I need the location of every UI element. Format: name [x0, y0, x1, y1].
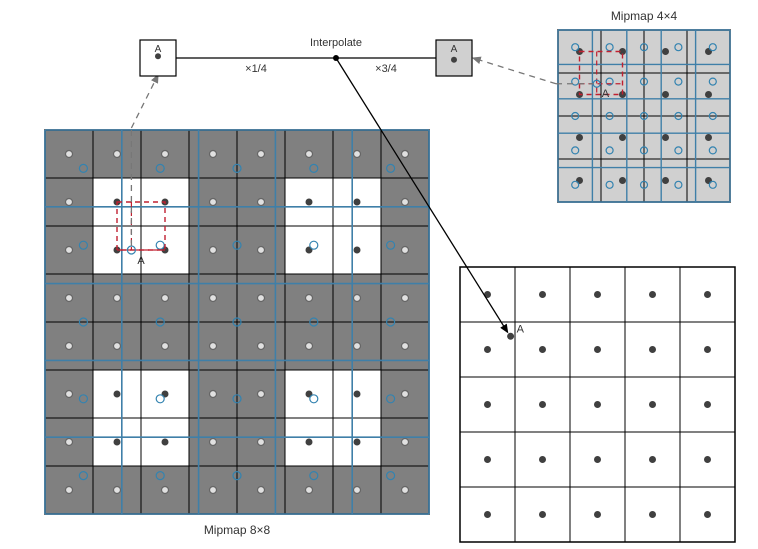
caption-mip8: Mipmap 8×8 — [204, 523, 271, 537]
svg-text:A: A — [155, 44, 162, 55]
mipmap-8x8: A Mipmap 8×8 — [45, 75, 429, 537]
mipmap-4x4: A Mipmap 4×4 — [473, 9, 730, 202]
label-a-mip4: A — [602, 88, 610, 100]
label-interpolate: Interpolate — [310, 37, 362, 49]
label-weight-left: ×1/4 — [245, 63, 267, 75]
diagram-root: AMipmap 8×8AMipmap 4×4ARender 5×5AAInter… — [0, 0, 758, 549]
label-a-render: A — [517, 323, 525, 335]
caption-mip4: Mipmap 4×4 — [611, 9, 678, 23]
label-a-mip8: A — [137, 255, 145, 267]
svg-text:A: A — [451, 44, 458, 55]
label-weight-right: ×3/4 — [375, 63, 397, 75]
interpolation-bar: A A Interpolate ×1/4 ×3/4 — [140, 37, 472, 76]
